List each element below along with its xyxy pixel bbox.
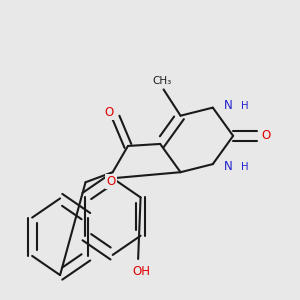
Text: O: O bbox=[262, 129, 271, 142]
Text: N: N bbox=[224, 160, 233, 172]
Text: OH: OH bbox=[133, 265, 151, 278]
Text: O: O bbox=[106, 175, 116, 188]
Text: CH₃: CH₃ bbox=[152, 76, 172, 85]
Text: O: O bbox=[104, 106, 113, 119]
Text: N: N bbox=[224, 99, 233, 112]
Text: H: H bbox=[241, 101, 248, 111]
Text: H: H bbox=[241, 161, 248, 172]
